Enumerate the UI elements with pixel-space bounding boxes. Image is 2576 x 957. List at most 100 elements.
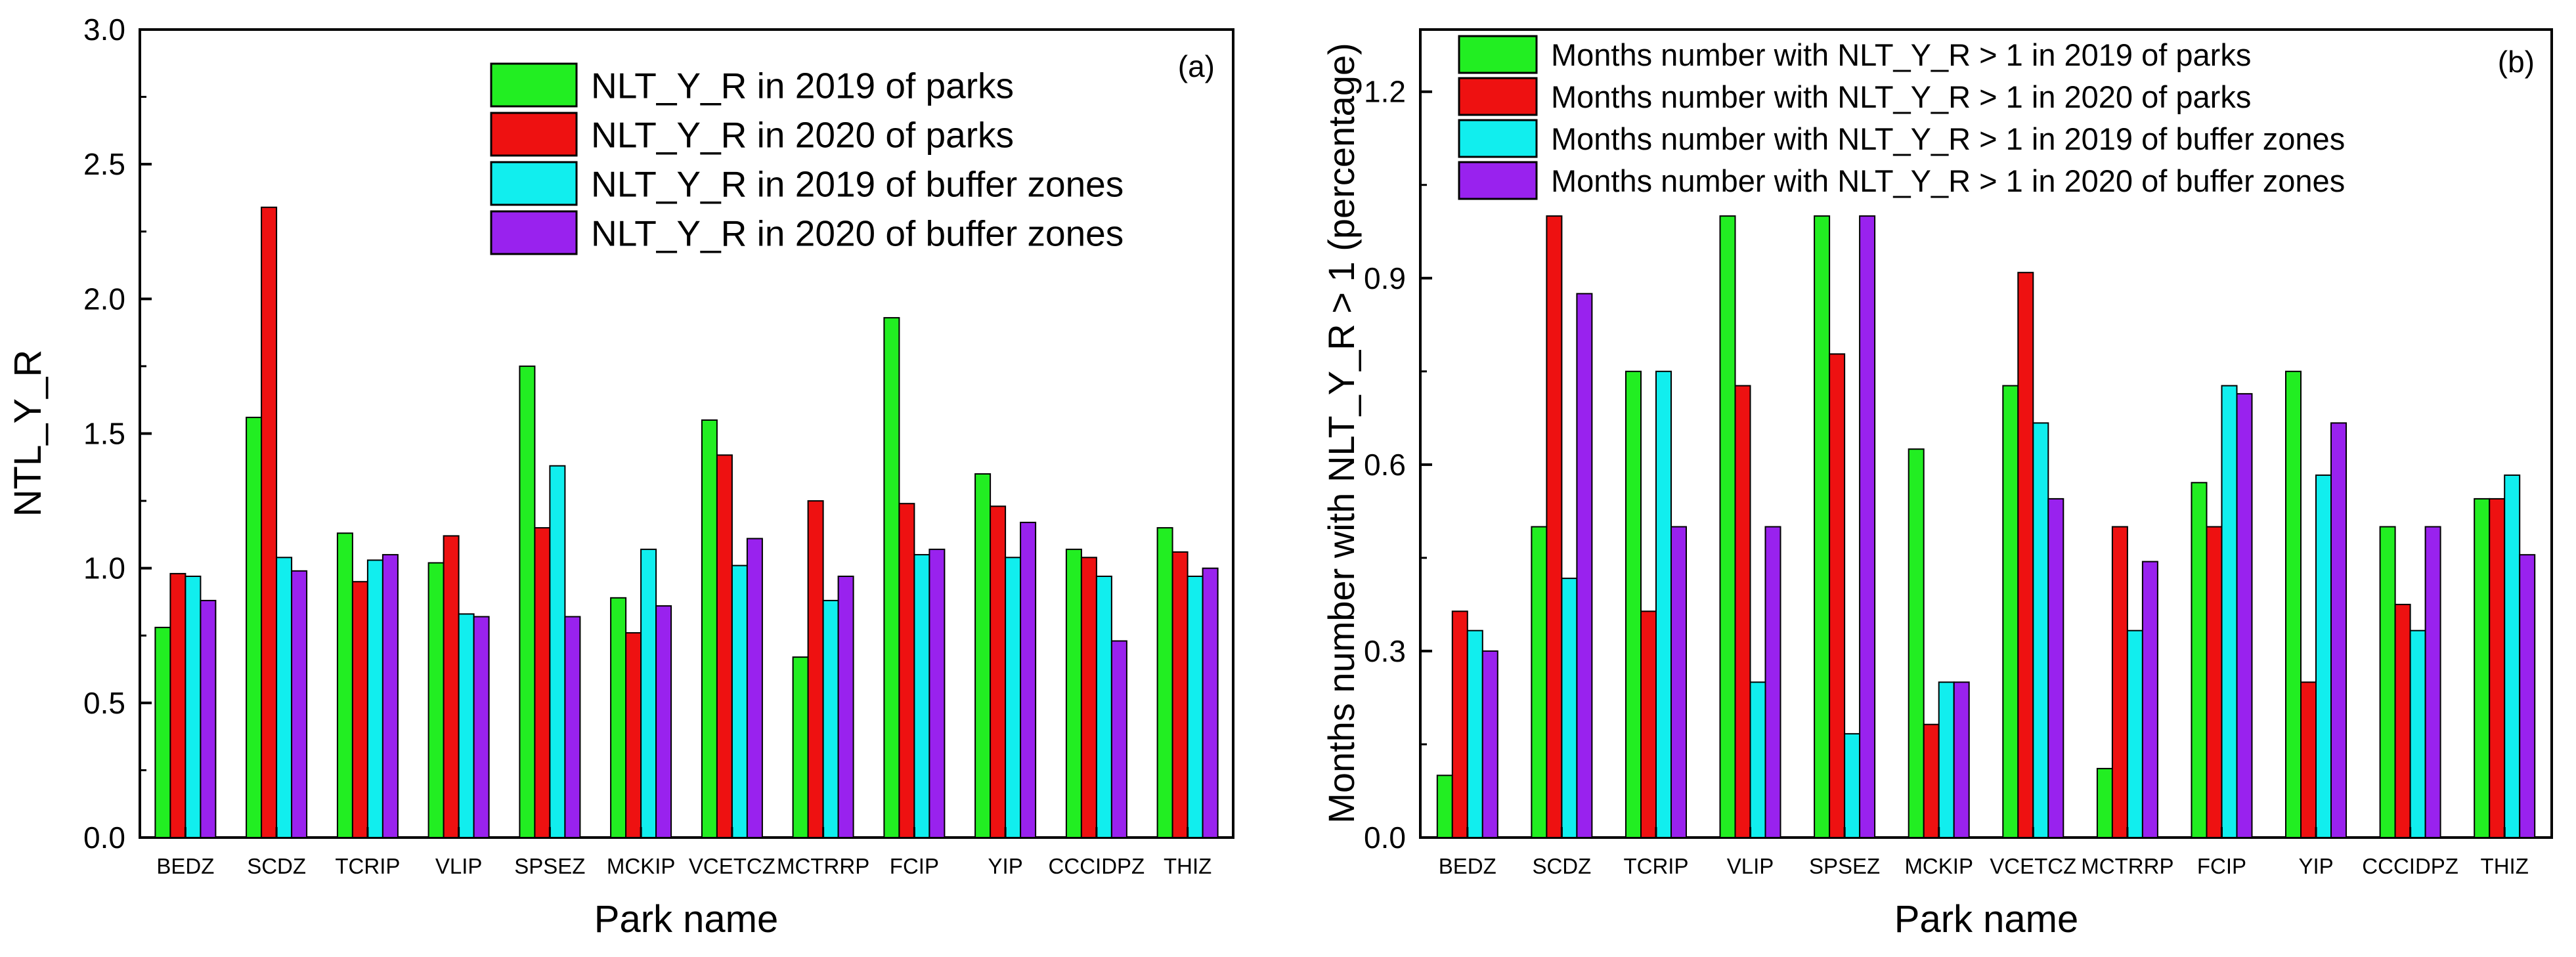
- x-axis-b: BEDZ SCDZ TCRIP VLIP SPSEZ MCKIP VCETCZ MCTRRP F…: [1439, 827, 2529, 878]
- x-tick-label: TCRIP: [335, 854, 400, 878]
- bar-vcetcz-s3: [2032, 422, 2049, 838]
- x-tick-label: VCETCZ: [1990, 854, 2076, 878]
- bar-yip-s1: [974, 473, 992, 838]
- bar-thiz-s1: [1156, 527, 1173, 838]
- y-tick-label: 1.0: [83, 551, 125, 585]
- y-axis-title-a: NTL_Y_R: [7, 350, 49, 517]
- bar-bedz-s2: [1451, 610, 1468, 838]
- bar-yip-s3: [1005, 557, 1022, 838]
- x-tick-label: THIZ: [2481, 854, 2529, 878]
- x-axis-title-a: Park name: [594, 898, 778, 941]
- bar-mctrrp-s1: [792, 656, 809, 838]
- x-tick-label: FCIP: [2197, 854, 2246, 878]
- bar-scdz-s2: [261, 206, 278, 838]
- bar-vcetcz-s4: [746, 538, 763, 838]
- legend-swatch: [1458, 161, 1538, 200]
- bar-scdz-s4: [291, 570, 308, 838]
- x-tick-label: VCETCZ: [689, 854, 775, 878]
- bar-bedz-s3: [185, 576, 202, 838]
- bar-yip-s4: [1020, 521, 1037, 839]
- bar-mctrrp-s3: [822, 599, 839, 839]
- legend-label: Months number with NLT_Y_R > 1 in 2020 o…: [1551, 163, 2345, 198]
- x-tick-label: SPSEZ: [514, 854, 585, 878]
- legend-label: NLT_Y_R in 2020 of buffer zones: [591, 213, 1124, 253]
- bar-mctrrp-s4: [2141, 561, 2158, 838]
- x-tick-label: MCKIP: [1904, 854, 1973, 878]
- x-tick-label: VLIP: [1727, 854, 1774, 878]
- panel-b: 0.0 0.3 0.6 0.9 1.2 BEDZ SCDZ TCRIP VLIP SPSEZ MC…: [1321, 28, 2553, 941]
- bar-spsez-s3: [549, 465, 566, 838]
- bar-mckip-s4: [1953, 681, 1970, 839]
- bar-mctrrp-s2: [2111, 526, 2128, 838]
- bar-tcrip-s2: [351, 581, 368, 838]
- bar-cccidpz-s1: [2379, 526, 2396, 838]
- x-tick-label: SCDZ: [1532, 854, 1591, 878]
- y-tick-label: 2.5: [83, 147, 125, 181]
- bar-vlip-s2: [443, 535, 460, 839]
- x-tick-label: CCCIDPZ: [2362, 854, 2458, 878]
- panel-label-a: (a): [1178, 49, 1215, 83]
- bar-fcip-s1: [883, 317, 900, 839]
- bar-bedz-s3: [1466, 629, 1483, 838]
- x-tick-label: MCTRRP: [777, 854, 869, 878]
- bar-vlip-s3: [1749, 681, 1766, 839]
- bar-vlip-s1: [1719, 215, 1736, 839]
- bar-cccidpz-s1: [1065, 548, 1082, 839]
- bar-vcetcz-s3: [731, 564, 748, 838]
- x-tick-label: YIP: [2298, 854, 2333, 878]
- legend-swatch: [490, 112, 578, 157]
- bar-spsez-s2: [1829, 353, 1846, 838]
- legend-swatch: [490, 62, 578, 108]
- bar-vlip-s2: [1734, 385, 1751, 838]
- y-tick-label: 0.0: [1364, 820, 1406, 855]
- bar-tcrip-s4: [382, 554, 399, 838]
- bar-thiz-s1: [2474, 498, 2491, 838]
- bar-fcip-s2: [898, 503, 915, 838]
- bar-cccidpz-s3: [2409, 629, 2426, 838]
- bar-mckip-s2: [625, 632, 642, 838]
- legend-label: Months number with NLT_Y_R > 1 in 2019 o…: [1551, 121, 2345, 156]
- bar-spsez-s4: [564, 616, 581, 838]
- bar-bedz-s1: [1436, 775, 1453, 839]
- bar-scdz-s1: [1531, 526, 1548, 838]
- bar-bedz-s4: [200, 599, 217, 839]
- x-tick-label: BEDZ: [156, 854, 214, 878]
- x-tick-label: MCKIP: [607, 854, 676, 878]
- bar-fcip-s4: [2236, 393, 2253, 838]
- legend-label: NLT_Y_R in 2019 of buffer zones: [591, 163, 1124, 204]
- bar-spsez-s4: [1859, 215, 1876, 839]
- bar-mctrrp-s4: [837, 576, 854, 838]
- bar-bedz-s2: [169, 572, 186, 839]
- x-tick-label: YIP: [988, 854, 1023, 878]
- y-axis-a: 0.0 0.5 1.0 1.5 2.0 2.5 3.0: [83, 12, 152, 855]
- y-tick-label: 0.9: [1364, 261, 1406, 295]
- bar-cccidpz-s3: [1095, 576, 1112, 838]
- bar-mckip-s1: [1908, 448, 1925, 838]
- bars-a: [154, 206, 1219, 839]
- panel-label-b: (b): [2498, 45, 2535, 79]
- bar-mckip-s3: [640, 548, 657, 839]
- legend-swatch: [1458, 119, 1538, 158]
- bar-thiz-s3: [2504, 474, 2521, 838]
- bar-scdz-s3: [276, 557, 293, 838]
- legend-swatch: [490, 210, 578, 255]
- y-tick-label: 0.5: [83, 686, 125, 720]
- y-tick-label: 3.0: [83, 12, 125, 47]
- bar-tcrip-s1: [336, 532, 353, 838]
- bar-cccidpz-s2: [2394, 603, 2411, 839]
- bar-scdz-s3: [1561, 578, 1578, 838]
- bar-mctrrp-s1: [2096, 767, 2113, 839]
- bar-fcip-s3: [2221, 385, 2238, 838]
- bar-spsez-s3: [1844, 733, 1861, 839]
- bar-thiz-s4: [1202, 567, 1219, 838]
- x-tick-label: BEDZ: [1439, 854, 1496, 878]
- bar-yip-s2: [990, 505, 1007, 838]
- y-tick-label: 1.5: [83, 417, 125, 451]
- legend-label: Months number with NLT_Y_R > 1 in 2020 o…: [1551, 79, 2251, 114]
- bar-mckip-s4: [655, 605, 672, 838]
- bar-tcrip-s3: [1655, 370, 1672, 838]
- bar-fcip-s4: [928, 548, 946, 839]
- x-tick-label: TCRIP: [1623, 854, 1688, 878]
- bar-spsez-s1: [519, 365, 536, 838]
